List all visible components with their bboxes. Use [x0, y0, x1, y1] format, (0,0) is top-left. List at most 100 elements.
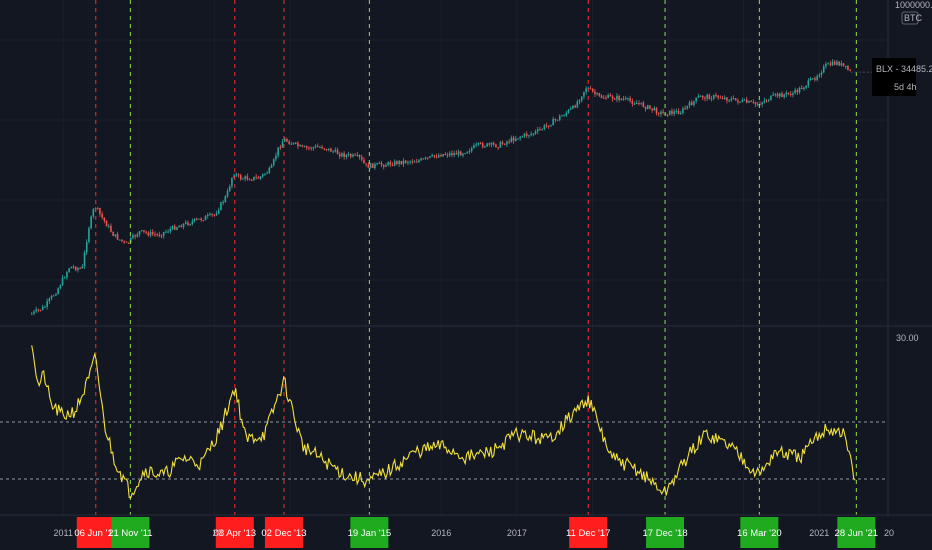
candle-body — [231, 177, 233, 187]
candle-body — [701, 95, 704, 98]
candle-body — [213, 214, 216, 216]
candle-body — [589, 88, 592, 90]
candle-body — [697, 96, 700, 98]
candle-body — [160, 235, 163, 237]
candle-body — [748, 100, 750, 103]
candle-body — [629, 98, 631, 102]
candle-body — [198, 218, 200, 220]
candle-body — [310, 147, 312, 149]
candle-body — [70, 266, 73, 269]
candle-body — [712, 95, 715, 99]
candle-body — [327, 148, 330, 151]
marker-label-box — [837, 517, 876, 548]
candle-body — [611, 96, 614, 99]
candle-body — [323, 148, 326, 150]
candle-body — [433, 155, 436, 157]
candle-body — [822, 66, 825, 73]
candle-body — [121, 239, 123, 242]
candle-body — [503, 143, 506, 145]
candle-body — [671, 110, 673, 114]
candle-body — [246, 176, 249, 180]
candle-body — [633, 103, 636, 105]
candle-body — [393, 161, 396, 166]
candle-body — [723, 97, 726, 100]
candle-body — [297, 142, 299, 147]
candle-body — [688, 102, 691, 106]
candle-body — [332, 151, 334, 153]
candle-body — [319, 146, 321, 148]
candle-body — [545, 125, 548, 127]
candle-body — [486, 143, 488, 147]
candle-body — [127, 242, 130, 244]
candle-body — [521, 136, 524, 138]
candle-body — [116, 234, 119, 240]
candle-body — [360, 156, 363, 160]
candle-body — [459, 151, 462, 156]
candle-body — [721, 98, 724, 100]
candle-body — [101, 213, 103, 218]
candle-body — [147, 232, 150, 236]
candle-body — [675, 110, 678, 112]
candle-body — [730, 98, 733, 101]
candle-body — [151, 231, 154, 235]
candle-body — [448, 153, 451, 156]
candle-body — [800, 87, 803, 90]
candle-body — [763, 100, 766, 103]
candle-body — [398, 160, 400, 165]
candle-body — [831, 61, 834, 66]
candle-body — [840, 63, 843, 66]
candle-body — [552, 119, 554, 126]
candle-body — [167, 231, 169, 233]
candle-body — [211, 213, 213, 215]
candle-body — [613, 98, 616, 100]
candle-body — [209, 213, 211, 215]
marker-label: 06 Jun '11 — [74, 528, 117, 539]
candle-body — [594, 91, 596, 95]
candle-body — [457, 151, 460, 155]
candle-body — [378, 162, 381, 164]
candle-body — [228, 186, 231, 192]
candle-body — [81, 266, 84, 269]
candle-body — [616, 95, 618, 100]
candle-body — [541, 129, 543, 131]
candle-body — [171, 226, 174, 230]
scale-mode-label[interactable]: BTC — [904, 13, 923, 23]
candle-body — [490, 142, 493, 145]
x-tick-label: 2021 — [809, 528, 829, 538]
candle-body — [184, 222, 187, 224]
marker-label: 02 Dec '13 — [261, 528, 306, 539]
candle-body — [266, 172, 268, 174]
candle-body — [829, 63, 832, 66]
candle-body — [803, 87, 805, 90]
candle-body — [809, 78, 812, 81]
candle-body — [825, 63, 827, 67]
candle-body — [354, 154, 356, 156]
candle-body — [61, 277, 64, 286]
candle-body — [814, 78, 816, 80]
candle-body — [651, 108, 653, 111]
candle-body — [376, 163, 378, 165]
candle-body — [52, 295, 55, 297]
candle-body — [79, 268, 81, 270]
candle-body — [83, 252, 86, 267]
marker-label: 28 Jun '21 — [835, 528, 879, 539]
candle-body — [756, 104, 759, 106]
candle-body — [783, 94, 785, 98]
candle-body — [46, 301, 48, 307]
candle-body — [409, 161, 411, 163]
scale-mode-box[interactable] — [901, 11, 919, 25]
last-price-label: BLX - 34485.24 — [876, 64, 932, 74]
candle-body — [677, 110, 680, 115]
candle-body — [754, 102, 757, 105]
candle-body — [745, 99, 748, 103]
candle-body — [514, 138, 517, 141]
candle-body — [640, 102, 642, 104]
candle-body — [396, 161, 398, 165]
candle-body — [88, 228, 90, 243]
candle-body — [202, 220, 205, 222]
candle-body — [693, 101, 695, 106]
candle-body — [391, 164, 394, 166]
candle-body — [125, 241, 128, 243]
candle-body — [565, 112, 568, 116]
candle-body — [466, 151, 469, 154]
